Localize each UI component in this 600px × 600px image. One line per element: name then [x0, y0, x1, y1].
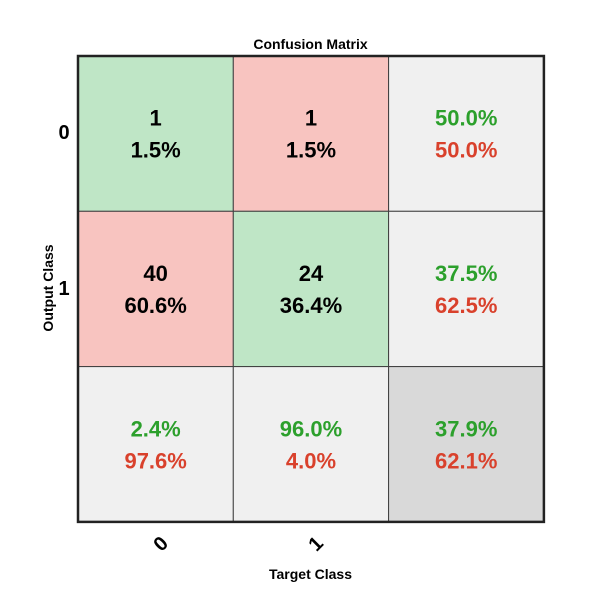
col-summary-value-top-2-0: 2.4%	[131, 416, 181, 441]
row-label-0: 0	[58, 122, 70, 144]
row-summary-value-top-0-2: 50.0%	[435, 106, 497, 131]
col-summary-2-0	[77, 366, 234, 523]
y-axis-label: Output Class	[40, 244, 56, 332]
row-summary-value-top-1-2: 37.5%	[435, 261, 497, 286]
cell-value-bottom-1-0: 60.6%	[124, 293, 186, 318]
row-summary-value-bottom-0-2: 50.0%	[435, 138, 497, 163]
row-label-1: 1	[58, 278, 70, 300]
col-summary-2-1	[232, 366, 390, 523]
total-summary-value-top-2-2: 37.9%	[435, 416, 497, 441]
total-summary-value-bottom-2-2: 62.1%	[435, 448, 497, 473]
row-summary-0-2	[388, 55, 545, 212]
chart-title: Confusion Matrix	[253, 36, 368, 52]
row-summary-value-bottom-1-2: 62.5%	[435, 293, 497, 318]
cell-value-top-1-0: 40	[143, 261, 167, 286]
row-summary-1-2	[388, 210, 545, 368]
cell-value-top-1-1: 24	[299, 261, 324, 286]
cell-value-top-0-0: 1	[150, 106, 162, 131]
x-axis-label: Target Class	[269, 566, 352, 582]
cell-1-1	[232, 210, 390, 368]
matrix-border	[76, 54, 546, 524]
cell-0-0	[77, 55, 234, 212]
cell-value-bottom-0-1: 1.5%	[286, 138, 336, 163]
total-summary-2-2	[388, 366, 545, 523]
cell-value-bottom-0-0: 1.5%	[131, 138, 181, 163]
col-summary-value-bottom-2-1: 4.0%	[286, 448, 336, 473]
col-summary-value-bottom-2-0: 97.6%	[124, 448, 186, 473]
cell-1-0	[77, 210, 234, 368]
col-summary-value-top-2-1: 96.0%	[280, 416, 342, 441]
cell-value-top-0-1: 1	[305, 106, 317, 131]
cell-0-1	[232, 55, 390, 212]
cell-value-bottom-1-1: 36.4%	[280, 293, 342, 318]
